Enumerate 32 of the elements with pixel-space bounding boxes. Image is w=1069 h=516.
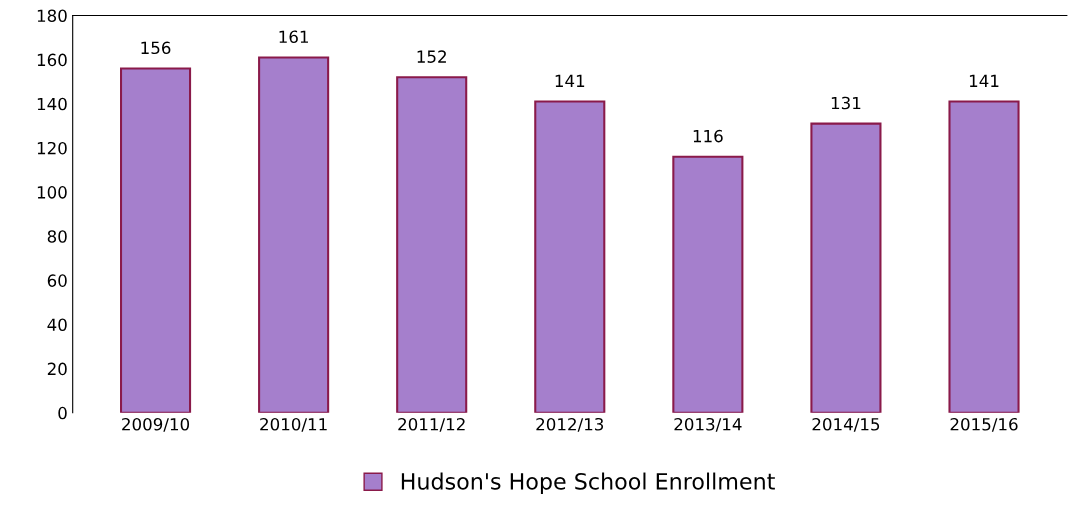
x-tick-label: 2015/16 [950,417,1018,432]
legend-label: Hudson's Hope School Enrollment [401,472,775,495]
y-tick-label: 80 [47,230,67,243]
data-label: 141 [969,74,999,87]
bar [396,76,468,413]
bar [810,122,882,413]
x-tick-label: 2010/11 [260,417,327,432]
x-tick-label: 2013/14 [674,417,742,432]
y-tick-label: 60 [47,274,67,287]
y-tick-label: 180 [37,9,67,23]
data-label: 141 [555,74,585,87]
data-label: 161 [279,30,308,44]
x-tick-label: 2009/10 [122,417,190,432]
data-label: 152 [417,50,446,63]
y-tick-label: 160 [37,53,67,67]
x-tick-label: 2014/15 [812,417,880,432]
data-label: 156 [141,41,171,55]
x-tick-label: 2012/13 [536,417,604,432]
y-tick-label: 100 [37,186,67,199]
x-tick-label: 2011/12 [398,417,465,432]
y-tick-label: 120 [37,141,67,155]
bar [119,67,192,413]
y-tick-label: 0 [58,406,67,420]
bar [534,100,606,413]
bar [258,56,330,413]
bar [672,155,744,413]
data-label: 131 [831,96,861,110]
y-tick-label: 20 [47,362,67,376]
bar [948,100,1020,413]
y-tick-label: 140 [37,97,67,111]
data-label: 116 [693,129,723,143]
y-tick-label: 40 [47,318,67,332]
